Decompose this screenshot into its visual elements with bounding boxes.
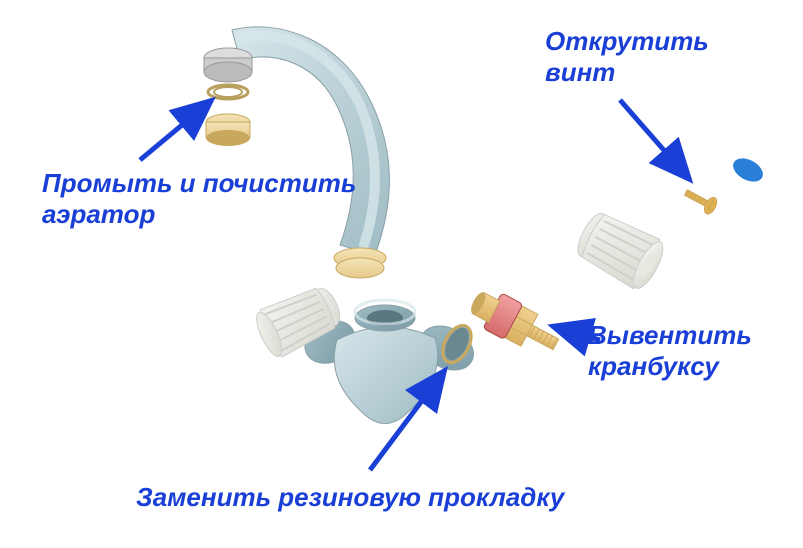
spout [232, 27, 389, 278]
index-cap [729, 154, 767, 187]
annotation-gasket: Заменить резиновую прокладку [136, 482, 564, 513]
arrow-screw [620, 100, 690, 180]
annotation-aerator: Промыть и почистить аэратор [42, 168, 356, 230]
annotation-cartridge: Вывентить кранбуксу [588, 320, 752, 382]
arrow-aerator [140, 100, 212, 160]
valve-cartridge [464, 283, 565, 362]
annotation-screw: Открутить винт [545, 26, 709, 88]
right-handle [571, 206, 670, 294]
screw [682, 185, 720, 216]
aerator-assembly [204, 48, 252, 146]
